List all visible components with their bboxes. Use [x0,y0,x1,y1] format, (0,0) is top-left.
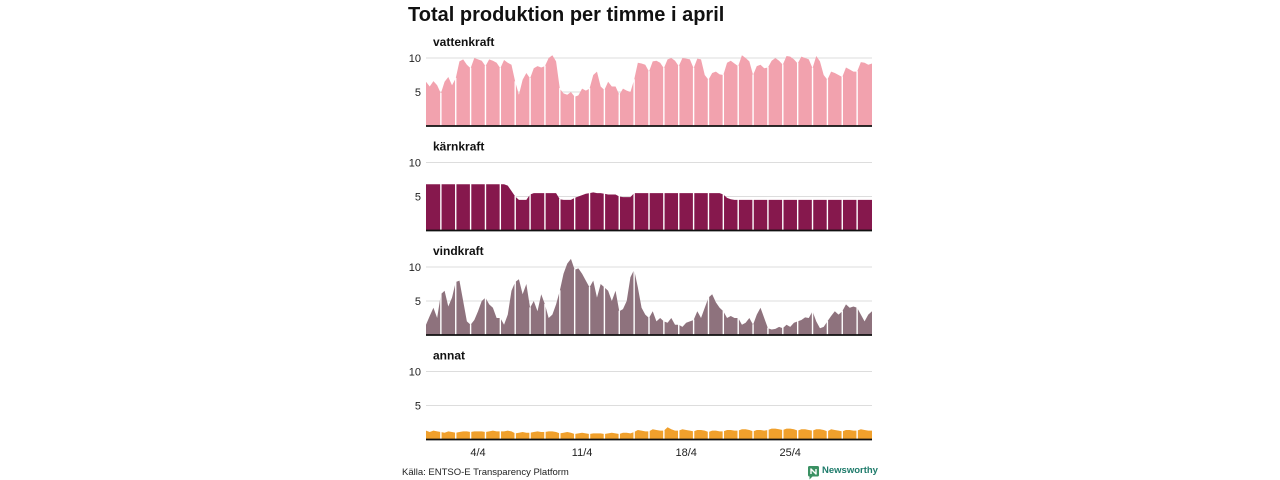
x-tick-label: 25/4 [780,447,801,459]
y-tick-label: 10 [409,262,421,274]
source-note: Källa: ENTSO-E Transparency Platform [402,467,569,478]
y-tick-label: 5 [415,401,421,413]
panel-label-vindkraft: vindkraft [433,244,484,258]
panel-vattenkraft: 5 10 vattenkraft [409,35,872,127]
x-tick-label: 4/4 [470,447,485,459]
chart-title: Total produktion per timme i april [408,4,725,26]
x-axis: 4/4 11/4 18/4 25/4 [470,447,801,459]
y-tick-label: 10 [409,158,421,170]
y-tick-label: 10 [409,367,421,379]
panel-vindkraft: 5 10 vindkraft [409,244,872,336]
newsworthy-logo: Newsworthy [808,465,878,480]
newsworthy-logo-text: Newsworthy [822,465,878,476]
area-vindkraft [426,258,872,335]
panel-label-vattenkraft: vattenkraft [433,35,494,49]
panel-kärnkraft: 5 10 kärnkraft [409,140,872,232]
y-tick-label: 5 [415,296,421,308]
panel-label-annat: annat [433,349,465,363]
y-tick-label: 5 [415,87,421,99]
y-tick-label: 10 [409,53,421,65]
x-tick-label: 18/4 [675,447,696,459]
panel-label-kärnkraft: kärnkraft [433,140,484,154]
y-tick-label: 5 [415,192,421,204]
newsworthy-logo-icon [808,466,819,480]
x-tick-label: 11/4 [572,447,593,459]
panel-annat: 5 10 annat [409,349,872,441]
